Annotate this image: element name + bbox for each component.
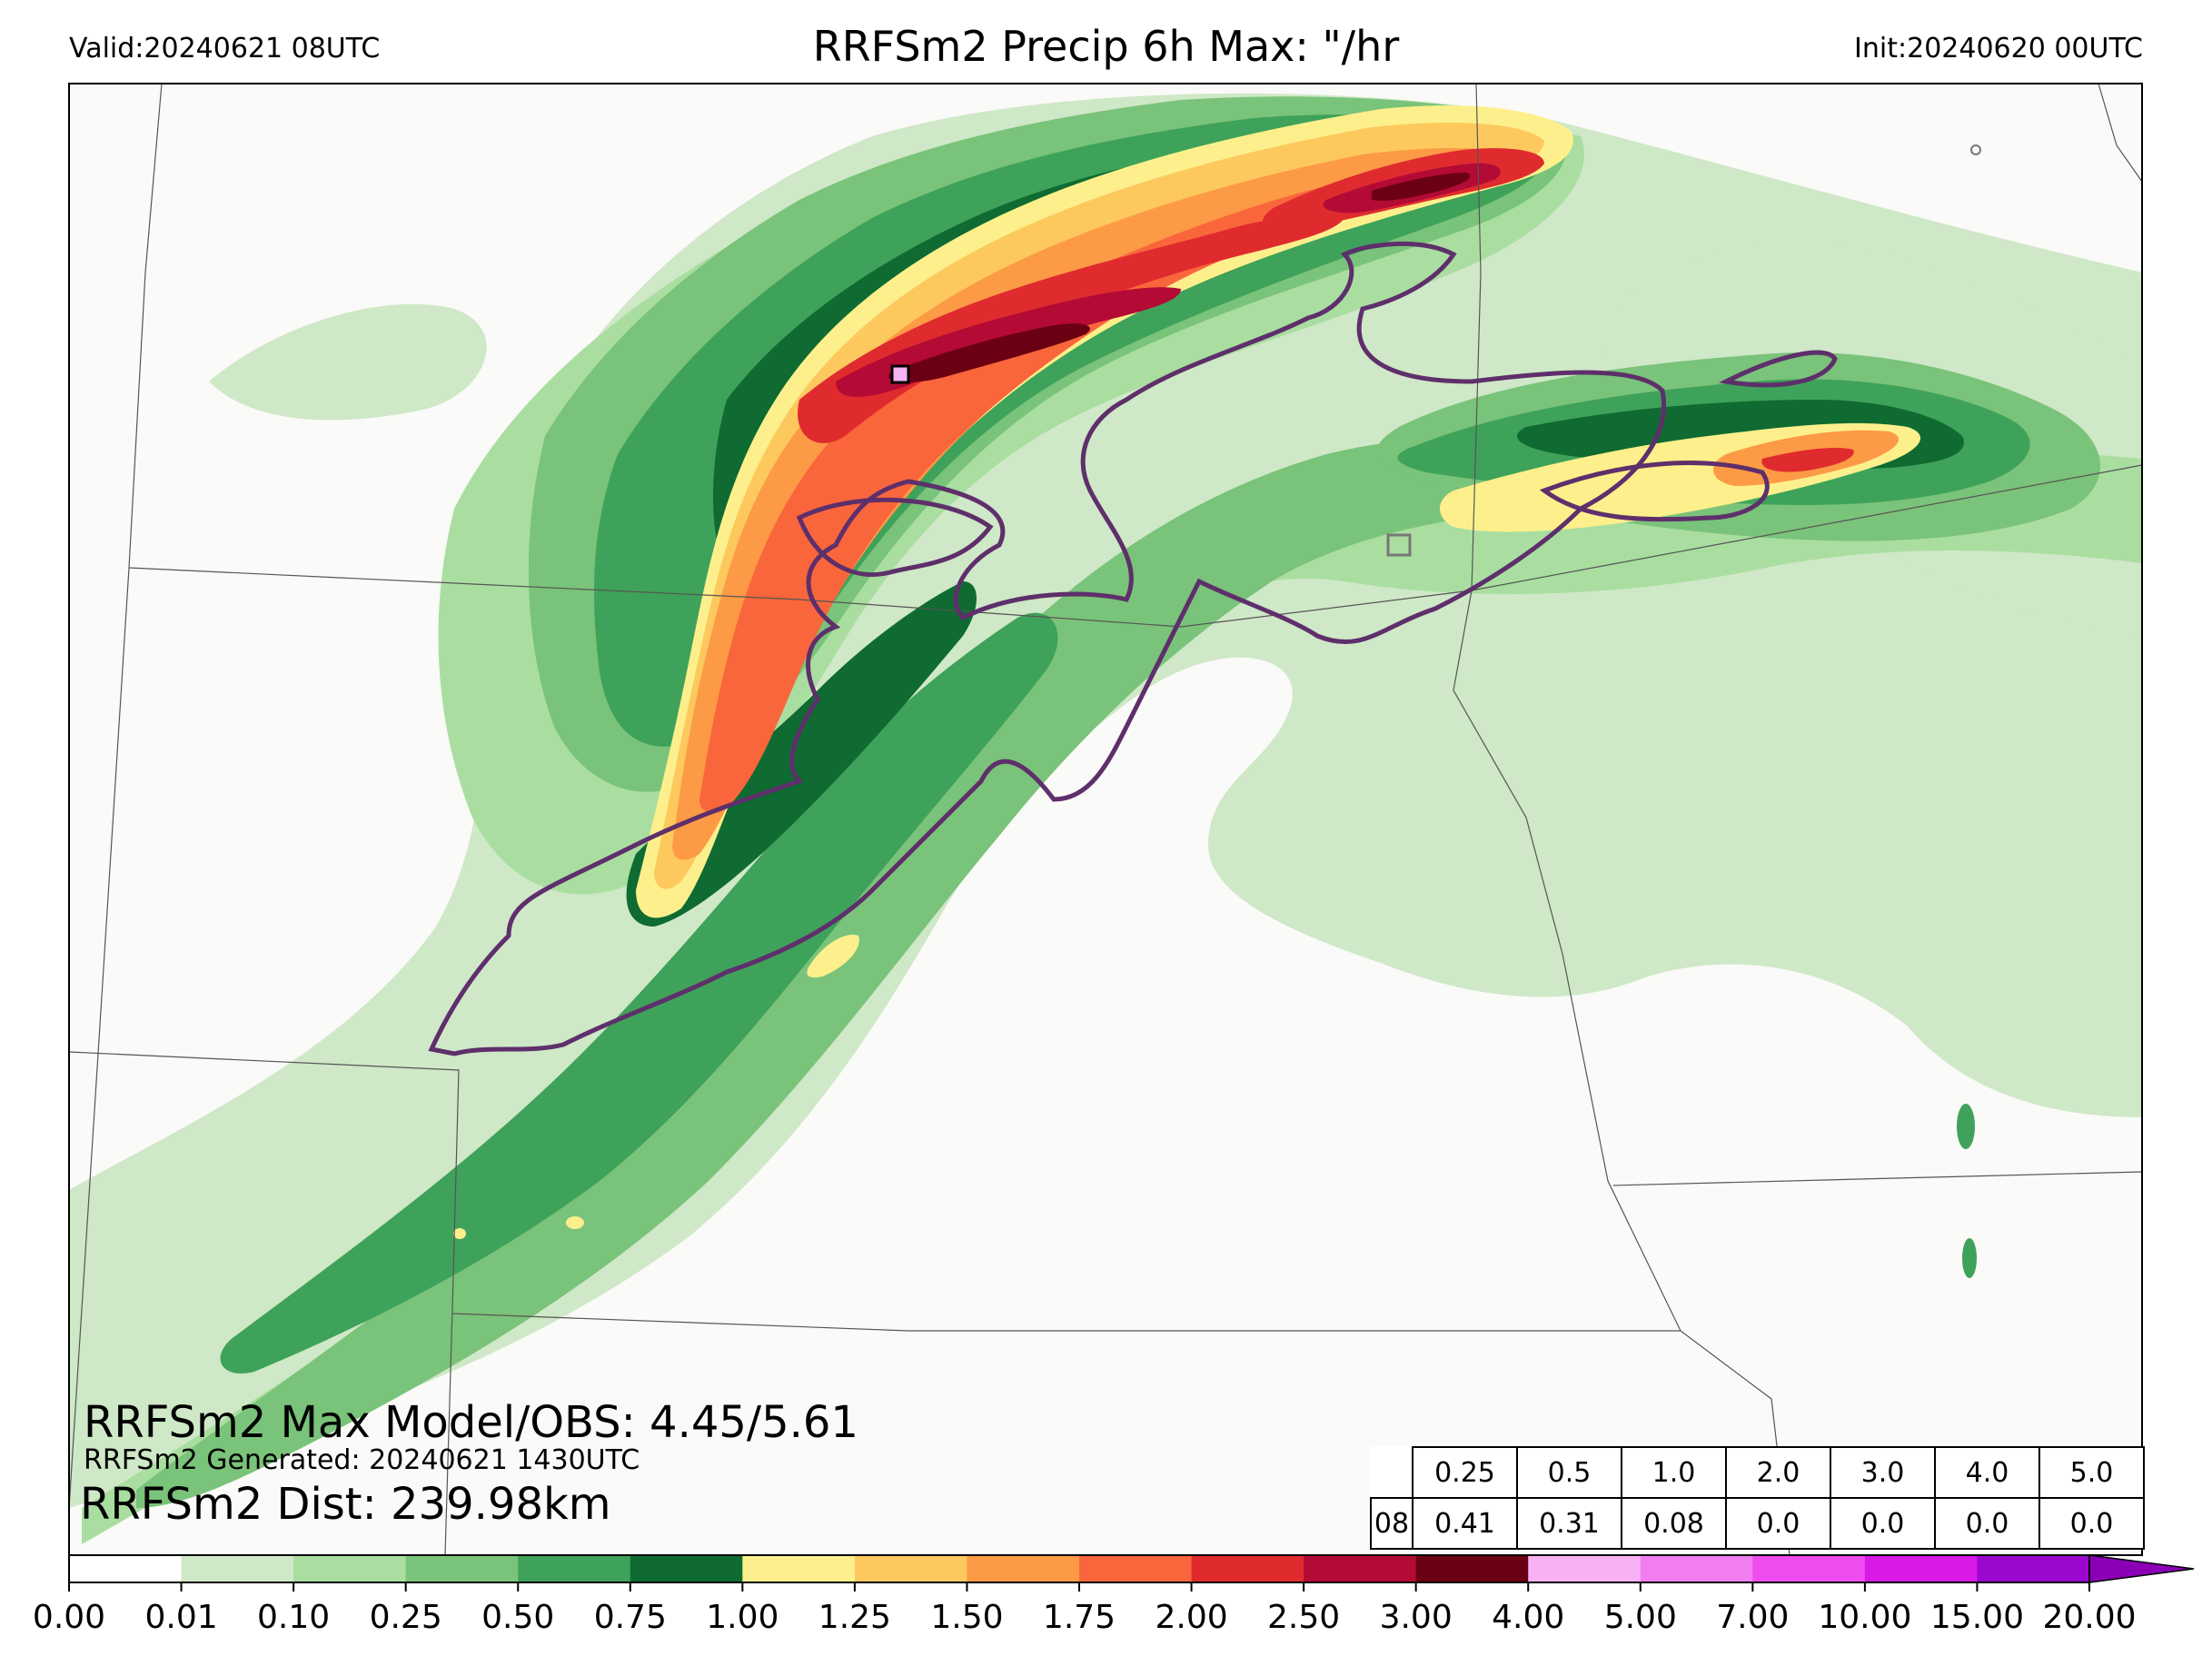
obs-contour-inner (796, 497, 994, 577)
obs-point-box (1386, 533, 1412, 557)
colorbar-tick-label: 0.25 (369, 1599, 442, 1636)
colorbar-tick-label: 0.50 (481, 1599, 555, 1636)
max-model-obs-label: RRFSm2 Max Model/OBS: 4.45/5.61 (84, 1397, 858, 1448)
colorbar-swatch (1864, 1555, 1978, 1582)
precip-band-025 (136, 437, 1680, 1508)
colorbar-swatch (1079, 1555, 1193, 1582)
colorbar-extend-arrow (2088, 1554, 2195, 1583)
colorbar-tick-label: 7.00 (1716, 1599, 1790, 1636)
map-title: RRFSm2 Precip 6h Max: "/hr (812, 22, 1400, 71)
precip-band-300 (888, 323, 1090, 383)
obs-contour-main (428, 241, 1666, 1056)
obs-contour-east (1539, 461, 1770, 522)
threshold-header-row: 0.25 0.5 1.0 2.0 3.0 4.0 5.0 (1371, 1446, 2145, 1499)
colorbar-tick-label: 4.00 (1492, 1599, 1565, 1636)
value-cell: 0.0 (1934, 1497, 2040, 1550)
obs-contour-ne (1718, 350, 1838, 388)
threshold-cell: 2.0 (1725, 1446, 1831, 1499)
colorbar-swatch (69, 1555, 183, 1582)
colorbar-swatch (967, 1555, 1080, 1582)
threshold-cell: 0.5 (1516, 1446, 1622, 1499)
precip-cell-east-dot (1957, 1104, 1975, 1149)
value-cell: 0.08 (1621, 1497, 1727, 1550)
threshold-value-row: 08 0.41 0.31 0.08 0.0 0.0 0.0 0.0 (1370, 1497, 2145, 1550)
colorbar-swatch (1752, 1555, 1866, 1582)
distance-label: RRFSm2 Dist: 239.98km (80, 1479, 611, 1530)
precip-field (69, 93, 2142, 1545)
colorbar-tick-label: 20.00 (2042, 1599, 2137, 1636)
colorbar-swatch (181, 1555, 294, 1582)
colorbar-tick-label: 2.00 (1155, 1599, 1228, 1636)
precip-band-200 (798, 213, 1344, 443)
precip-band-east-red (1761, 448, 1854, 472)
precip-band-050 (220, 612, 1058, 1373)
precip-band-100 (636, 105, 1573, 918)
value-cell: 0.0 (2038, 1497, 2145, 1550)
obs-contours (428, 241, 1838, 1056)
precip-cell-south-3 (453, 1228, 466, 1239)
threshold-cell: 3.0 (1830, 1446, 1936, 1499)
colorbar-swatch (630, 1555, 743, 1582)
colorbar-tick-label: 15.00 (1929, 1599, 2024, 1636)
value-cell: 0.41 (1412, 1497, 1518, 1550)
obs-small-circle (1970, 144, 1981, 155)
colorbar-swatch (1415, 1555, 1529, 1582)
colorbar-tick-label: 1.25 (818, 1599, 891, 1636)
precip-band-300-east (1372, 173, 1471, 201)
colorbar-swatch (1528, 1555, 1642, 1582)
colorbar-tick-label: 0.00 (32, 1599, 106, 1636)
threshold-hour-cell: 08 (1370, 1497, 1413, 1550)
state-boundaries (68, 83, 2143, 1556)
colorbar-tick-label: 1.00 (706, 1599, 779, 1636)
colorbar-swatch (1191, 1555, 1304, 1582)
colorbar-tick-label: 0.01 (144, 1599, 218, 1636)
value-cell: 0.31 (1516, 1497, 1622, 1550)
threshold-cell: 5.0 (2038, 1446, 2145, 1499)
precip-cell-south-1 (807, 935, 859, 978)
precip-cell-east-dot2 (1962, 1238, 1977, 1278)
colorbar-swatch (1304, 1555, 1417, 1582)
value-cell: 0.0 (1830, 1497, 1936, 1550)
precip-max-cell (890, 364, 910, 384)
colorbar-tick-label: 0.10 (257, 1599, 331, 1636)
valid-time-label: Valid:20240621 08UTC (69, 33, 381, 64)
precip-band-light-north (209, 303, 487, 421)
threshold-cell: 1.0 (1621, 1446, 1727, 1499)
colorbar-swatch (1640, 1555, 1753, 1582)
colorbar-tick-label: 3.00 (1379, 1599, 1453, 1636)
init-time-label: Init:20240620 00UTC (1854, 33, 2143, 64)
colorbar-swatch (293, 1555, 407, 1582)
threshold-table: 0.25 0.5 1.0 2.0 3.0 4.0 5.0 08 0.41 0.3… (1370, 1446, 2145, 1550)
precip-cell-south-2 (566, 1216, 584, 1229)
colorbar-tick-label: 0.75 (593, 1599, 667, 1636)
colorbar-tick-label: 1.75 (1042, 1599, 1116, 1636)
colorbar-swatch (854, 1555, 967, 1582)
value-cell: 0.0 (1725, 1497, 1831, 1550)
colorbar-tick-label: 10.00 (1818, 1599, 1912, 1636)
colorbar-swatch (1977, 1555, 2090, 1582)
colorbar-swatch (742, 1555, 856, 1582)
threshold-cell: 0.25 (1412, 1446, 1518, 1499)
colorbar-tick-label: 5.00 (1603, 1599, 1677, 1636)
colorbar-swatch (405, 1555, 519, 1582)
colorbar-tick-label: 1.50 (930, 1599, 1004, 1636)
threshold-cell: 4.0 (1934, 1446, 2040, 1499)
generated-time-label: RRFSm2 Generated: 20240621 1430UTC (84, 1444, 640, 1476)
colorbar-tick-label: 2.50 (1267, 1599, 1341, 1636)
colorbar-swatch (518, 1555, 631, 1582)
